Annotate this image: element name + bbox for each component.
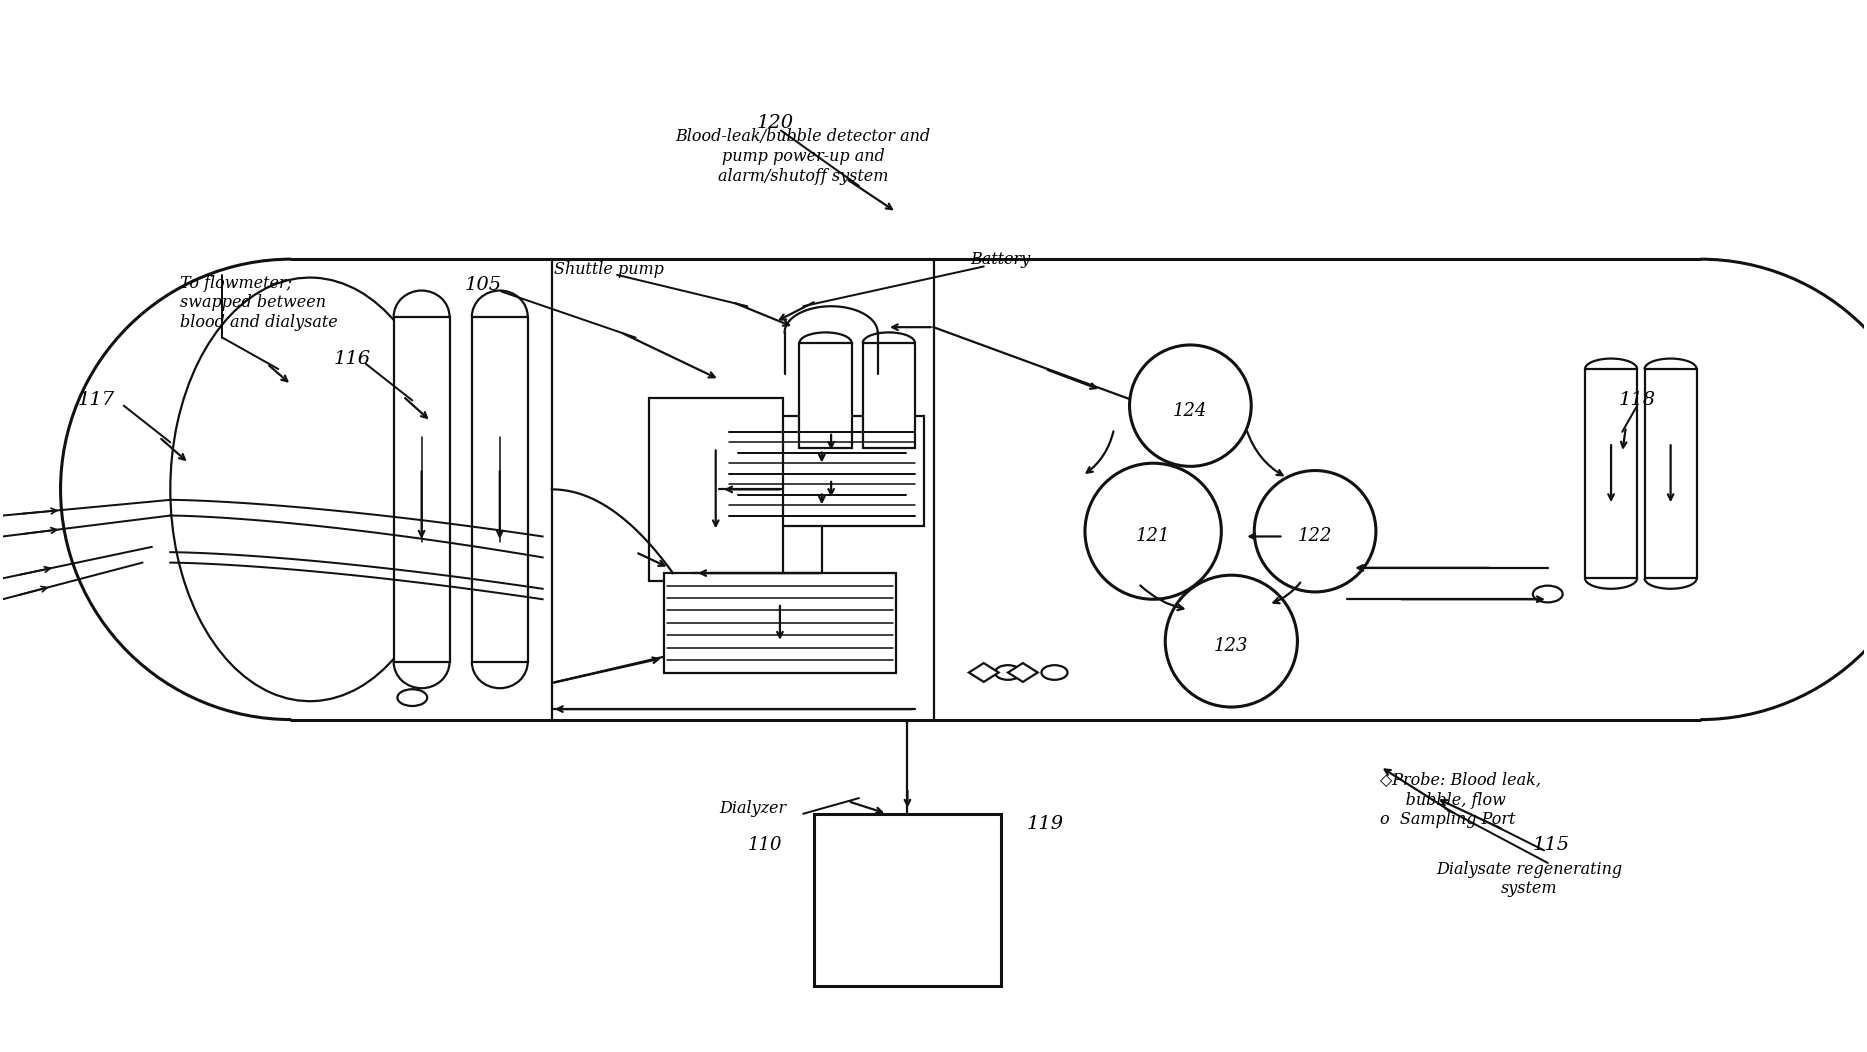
Text: 120: 120: [756, 114, 793, 133]
Bar: [472, 317, 528, 662]
Ellipse shape: [1255, 470, 1376, 592]
Polygon shape: [969, 663, 999, 682]
Text: 117: 117: [77, 391, 114, 409]
Text: 119: 119: [1027, 815, 1064, 833]
Text: 118: 118: [1619, 391, 1656, 409]
Text: To flowmeter;
swapped between
blood and dialysate: To flowmeter; swapped between blood and …: [179, 275, 338, 331]
Text: 110: 110: [747, 836, 782, 854]
Bar: [663, 573, 896, 672]
Text: 105: 105: [465, 277, 502, 295]
Bar: [1585, 369, 1637, 579]
Text: Dialyzer: Dialyzer: [719, 800, 786, 817]
Text: Dialysate regenerating
system: Dialysate regenerating system: [1436, 861, 1622, 897]
Text: ◇Probe: Blood leak,
     bubble, flow
o  Sampling Port: ◇Probe: Blood leak, bubble, flow o Sampl…: [1380, 772, 1542, 828]
Text: 115: 115: [1533, 836, 1570, 854]
Bar: [719, 417, 924, 526]
Text: Battery: Battery: [971, 250, 1031, 267]
Text: Blood-leak/bubble detector and
pump power-up and
alarm/shutoff system: Blood-leak/bubble detector and pump powe…: [676, 128, 932, 184]
Text: 123: 123: [1214, 638, 1249, 655]
Bar: [1645, 369, 1697, 579]
Bar: [394, 317, 450, 662]
Bar: [799, 343, 851, 447]
Bar: [648, 398, 782, 581]
Circle shape: [398, 689, 428, 706]
Ellipse shape: [1130, 345, 1251, 466]
Bar: [863, 343, 915, 447]
Circle shape: [1533, 586, 1563, 603]
Ellipse shape: [1165, 575, 1298, 707]
Text: 121: 121: [1135, 527, 1171, 546]
Text: 116: 116: [334, 349, 372, 367]
Circle shape: [1042, 665, 1068, 680]
Text: 124: 124: [1172, 402, 1208, 420]
Text: 122: 122: [1298, 527, 1333, 546]
Ellipse shape: [1085, 463, 1221, 600]
Circle shape: [995, 665, 1021, 680]
Bar: [814, 814, 1001, 987]
Polygon shape: [1008, 663, 1038, 682]
Text: Shuttle pump: Shuttle pump: [554, 261, 663, 278]
